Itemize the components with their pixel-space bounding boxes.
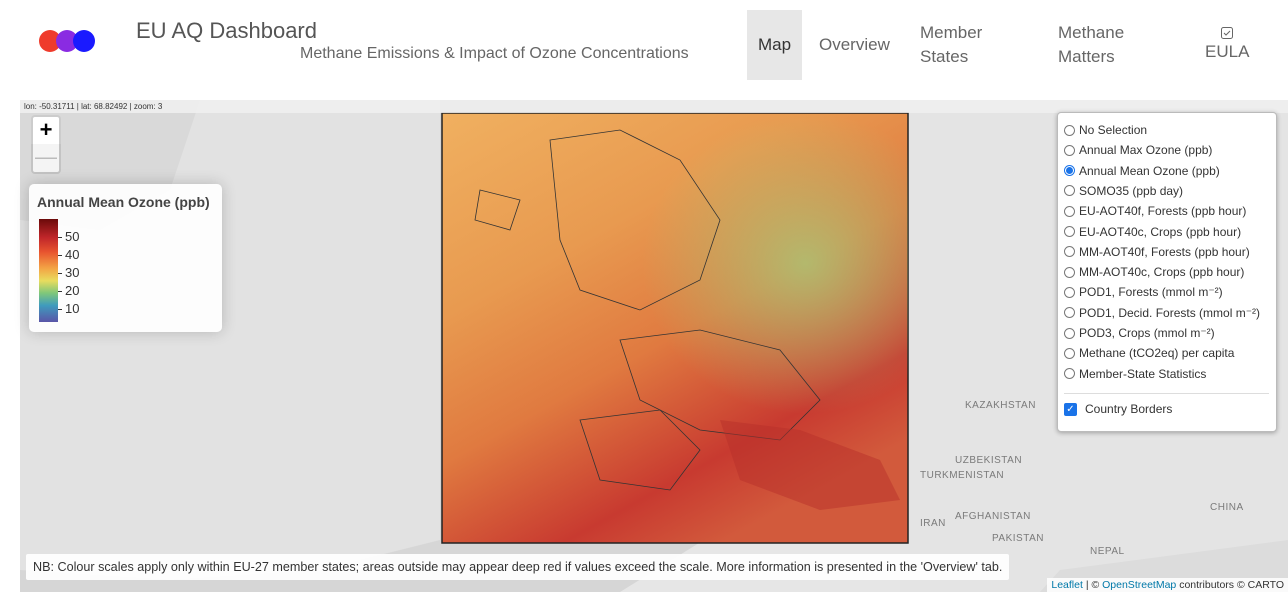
map-note: NB: Colour scales apply only within EU-2… [26,554,1009,580]
radio-option[interactable]: Annual Mean Ozone (ppb) [1064,161,1220,181]
radio-option[interactable]: EU-AOT40f, Forests (ppb hour) [1064,201,1246,221]
page: { "header": { "title": "EU AQ Dashboard"… [0,0,1288,592]
radio-option[interactable]: Annual Max Ozone (ppb) [1064,140,1212,160]
map-label: TURKMENISTAN [920,470,1004,481]
attribution-text: contributors © CARTO [1179,579,1284,591]
radio-label: SOMO35 (ppb day) [1079,184,1183,198]
legend-tick [58,273,62,274]
color-legend: Annual Mean Ozone (ppb) 50 40 30 20 10 [29,184,222,332]
nav-tab[interactable]: Map [747,10,802,80]
radio-button [1064,368,1075,379]
legend-tick-label: 40 [65,248,79,262]
checkbox-label: Country Borders [1085,402,1172,416]
radio-label: MM-AOT40f, Forests (ppb hour) [1079,245,1250,259]
zoom-in-button[interactable]: + [31,115,61,145]
radio-option[interactable]: Methane (tCO2eq) per capita [1064,343,1234,363]
map-label: IRAN [920,518,946,529]
radio-label: No Selection [1079,123,1147,137]
radio-button [1064,226,1075,237]
radio-option[interactable]: POD1, Decid. Forests (mmol m⁻²) [1064,303,1260,323]
radio-option[interactable]: MM-AOT40f, Forests (ppb hour) [1064,242,1250,262]
radio-button [1064,165,1075,176]
map-label: AFGHANISTAN [955,511,1031,522]
nav-tab[interactable]: Methane Matters [1047,10,1157,80]
radio-button [1064,125,1075,136]
zoom-out-button[interactable]: — [31,144,61,174]
radio-option[interactable]: EU-AOT40c, Crops (ppb hour) [1064,222,1241,242]
link[interactable]: Leaflet [1051,579,1083,591]
radio-label: POD1, Forests (mmol m⁻²) [1079,285,1223,299]
app-title: EU AQ Dashboard [136,18,317,44]
radio-button [1064,348,1075,359]
eula-icon [1220,26,1234,40]
radio-option[interactable]: POD1, Forests (mmol m⁻²) [1064,282,1223,302]
radio-option[interactable]: Member-State Statistics [1064,364,1206,384]
map-label: NEPAL [1090,546,1125,557]
legend-tick [58,291,62,292]
nav-tab[interactable]: EULA [1194,10,1260,80]
legend-tick [58,255,62,256]
attribution: Leaflet | © OpenStreetMap contributors ©… [1047,578,1288,592]
radio-label: EU-AOT40f, Forests (ppb hour) [1079,204,1246,218]
map-label: PAKISTAN [992,533,1044,544]
radio-button [1064,328,1075,339]
checkbox[interactable]: ✓ Country Borders [1064,402,1172,416]
checkbox-box: ✓ [1064,403,1077,416]
radio-label: Member-State Statistics [1079,367,1206,381]
separator [1064,393,1269,394]
radio-button [1064,246,1075,257]
layer-control: ✓ Country Borders No Selection Annual Max… [1057,112,1277,432]
radio-button [1064,206,1075,217]
radio-button [1064,307,1075,318]
map-label: CHINA [1210,502,1244,513]
nav-tab[interactable]: Member States [909,10,1019,80]
map-label: KAZAKHSTAN [965,400,1036,411]
radio-label: MM-AOT40c, Crops (ppb hour) [1079,265,1244,279]
radio-label: EU-AOT40c, Crops (ppb hour) [1079,225,1241,239]
radio-label: POD1, Decid. Forests (mmol m⁻²) [1079,306,1260,320]
radio-label: Annual Max Ozone (ppb) [1079,143,1212,157]
legend-title: Annual Mean Ozone (ppb) [37,194,210,210]
radio-button [1064,145,1075,156]
radio-label: Annual Mean Ozone (ppb) [1079,164,1220,178]
radio-label: POD3, Crops (mmol m⁻²) [1079,326,1215,340]
header: EU AQ Dashboard Methane Emissions & Impa… [0,0,1288,82]
radio-option[interactable]: No Selection [1064,120,1147,140]
radio-button [1064,267,1075,278]
app-subtitle: Methane Emissions & Impact of Ozone Conc… [300,45,689,63]
radio-option[interactable]: POD3, Crops (mmol m⁻²) [1064,323,1215,343]
logo [38,28,98,54]
legend-tick-label: 10 [65,302,79,316]
color-bar [39,219,58,322]
link[interactable]: OpenStreetMap [1102,579,1176,591]
radio-label: Methane (tCO2eq) per capita [1079,346,1234,360]
legend-tick-label: 50 [65,230,79,244]
nav-label: EULA [1205,40,1249,64]
legend-tick [58,237,62,238]
attribution-text: | © [1086,579,1099,591]
radio-option[interactable]: SOMO35 (ppb day) [1064,181,1183,201]
radio-button [1064,287,1075,298]
radio-button [1064,185,1075,196]
legend-tick-label: 30 [65,266,79,280]
legend-tick-label: 20 [65,284,79,298]
radio-option[interactable]: MM-AOT40c, Crops (ppb hour) [1064,262,1244,282]
map-label: UZBEKISTAN [955,455,1022,466]
nav-tab[interactable]: Overview [808,10,901,80]
legend-tick [58,309,62,310]
